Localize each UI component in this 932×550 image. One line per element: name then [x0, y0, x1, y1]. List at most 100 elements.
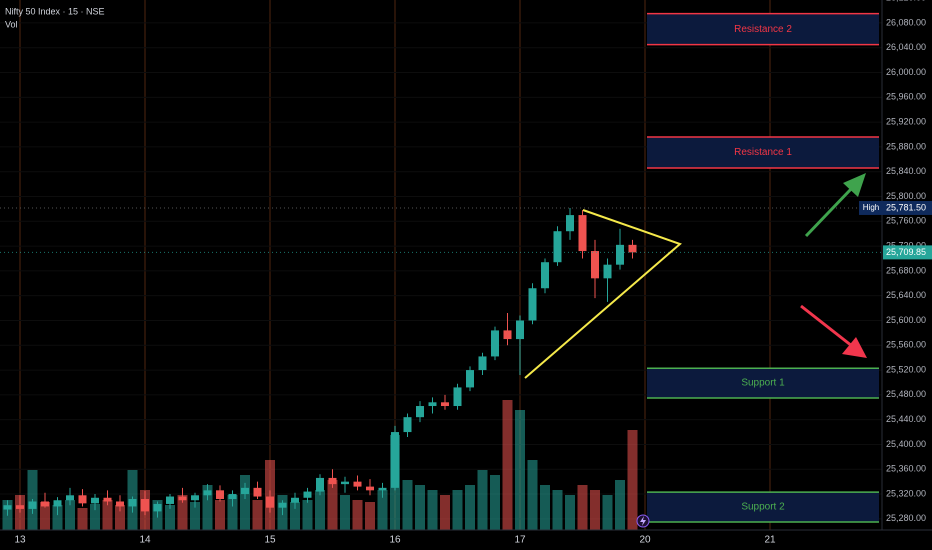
zone-label: Support 1 — [741, 378, 785, 389]
candle-body — [316, 477, 324, 492]
candle-body — [616, 244, 624, 265]
volume-bar — [527, 460, 538, 530]
candle-body — [241, 487, 249, 495]
last-price-box — [883, 245, 932, 260]
zone-box — [647, 136, 879, 168]
candle-body — [266, 496, 274, 508]
volume-bar — [290, 502, 300, 530]
y-tick-label: 26,120.00 — [886, 0, 926, 3]
y-tick-label: 25,400.00 — [886, 439, 926, 449]
y-tick-label: 25,680.00 — [886, 265, 926, 275]
volume-bar — [440, 495, 450, 530]
candle-body — [353, 481, 362, 487]
alert-icon — [636, 514, 650, 528]
volume-bar — [202, 485, 213, 530]
volume-bar — [427, 490, 438, 530]
candle-body — [378, 487, 387, 491]
x-tick-label: 13 — [14, 535, 26, 546]
candle-body — [428, 402, 437, 407]
volume-bar — [340, 495, 350, 530]
volume-bar — [502, 400, 513, 530]
candle-body — [366, 486, 374, 491]
y-tick-label: 25,360.00 — [886, 464, 926, 474]
zone-label: Support 2 — [741, 502, 785, 513]
zone-label: Resistance 1 — [734, 147, 792, 158]
volume-bar — [352, 500, 363, 530]
candle-body — [603, 264, 612, 279]
y-tick-label: 25,560.00 — [886, 340, 926, 350]
y-tick-label: 25,960.00 — [886, 92, 926, 102]
volume-bar — [115, 505, 125, 530]
volume-bar — [240, 475, 250, 530]
y-tick-label: 25,480.00 — [886, 389, 926, 399]
volume-bar — [365, 502, 375, 530]
volume-bar — [540, 485, 550, 530]
volume-bar — [552, 490, 563, 530]
candle-body — [478, 356, 487, 371]
candle-body — [628, 244, 637, 253]
candle-body — [303, 491, 312, 498]
zone-box — [647, 492, 879, 522]
candle-body — [103, 497, 112, 502]
volume-bar — [565, 495, 575, 530]
volume-bar — [627, 430, 638, 530]
volume-bar — [190, 502, 200, 530]
candle-body — [503, 330, 512, 340]
volume-bar — [602, 495, 613, 530]
candle-body — [341, 481, 349, 485]
candle-body — [153, 503, 162, 512]
volume-bar — [315, 490, 325, 530]
y-tick-label: 25,520.00 — [886, 364, 926, 374]
y-tick-label: 25,840.00 — [886, 166, 926, 176]
volume-bar — [52, 505, 63, 530]
volume-bar — [477, 470, 488, 530]
candle-body — [291, 497, 299, 503]
candle-body — [416, 406, 424, 418]
candle-body — [41, 501, 49, 507]
volume-bar — [302, 500, 313, 530]
zone-box — [647, 368, 879, 398]
volume-bar — [177, 495, 188, 530]
candle-body — [403, 417, 412, 433]
zone-label: Resistance 2 — [734, 24, 792, 35]
candle-body — [66, 495, 74, 501]
volume-bar — [102, 500, 113, 530]
candle-body — [278, 502, 287, 508]
candle-body — [578, 215, 587, 252]
volume-bar — [40, 502, 50, 530]
x-tick-label: 17 — [514, 535, 526, 546]
candle-body — [116, 501, 124, 507]
triangle-pattern — [524, 209, 682, 379]
candle-body — [553, 231, 562, 263]
x-tick-label: 16 — [389, 535, 401, 546]
y-tick-label: 25,600.00 — [886, 315, 926, 325]
candle-body — [203, 490, 212, 496]
candle-body — [566, 215, 574, 232]
y-tick-label: 26,080.00 — [886, 17, 926, 27]
candle-body — [228, 494, 237, 500]
x-tick-label: 15 — [264, 535, 276, 546]
candle-body — [591, 251, 599, 279]
candle-body — [191, 495, 199, 501]
candle-body — [466, 370, 474, 388]
x-tick-label: 14 — [139, 535, 151, 546]
candle-body — [453, 387, 462, 407]
volume-bar — [165, 505, 175, 530]
volume-bar — [615, 480, 625, 530]
y-tick-label: 25,800.00 — [886, 191, 926, 201]
volume-bar — [402, 480, 413, 530]
high-tag: High — [863, 203, 879, 212]
volume-bar — [515, 410, 525, 530]
candle-body — [216, 490, 224, 500]
up-arrow — [804, 173, 866, 238]
y-tick-label: 26,000.00 — [886, 67, 926, 77]
volume-bar — [577, 485, 588, 530]
candle-body — [16, 505, 24, 509]
plot: Resistance 2 Resistance 1 Support 1 Support… — [0, 12, 882, 530]
volume-bar — [215, 500, 225, 530]
candle-body — [53, 500, 62, 507]
volume-bar — [590, 490, 600, 530]
candle-body — [541, 262, 549, 289]
candle-body — [441, 402, 449, 407]
candle-body — [3, 505, 12, 510]
